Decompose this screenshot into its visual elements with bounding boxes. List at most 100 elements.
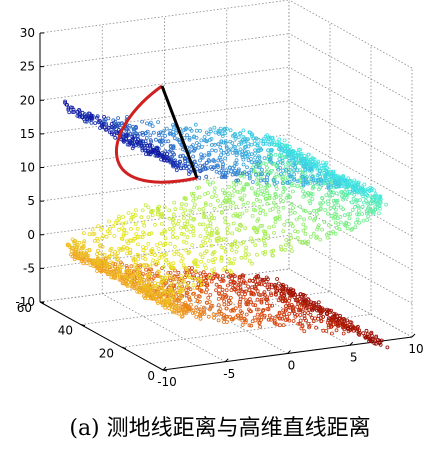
side-wall-grid-line <box>288 100 413 170</box>
data-point <box>232 168 237 173</box>
data-point <box>272 196 277 201</box>
data-point <box>159 286 164 291</box>
data-point <box>72 249 77 254</box>
data-point <box>310 186 315 191</box>
data-point <box>103 127 108 132</box>
data-point <box>246 141 250 146</box>
data-point <box>257 320 262 325</box>
data-point <box>191 154 196 159</box>
data-point <box>262 241 267 246</box>
z-tick-label: 0 <box>27 228 35 242</box>
data-point <box>291 206 295 210</box>
data-point <box>135 289 140 294</box>
data-point <box>212 272 217 277</box>
data-point <box>321 160 325 165</box>
data-point <box>227 195 232 200</box>
data-point <box>369 188 374 193</box>
data-point <box>275 314 280 318</box>
data-point <box>238 281 243 286</box>
data-point <box>177 284 182 289</box>
data-point <box>138 234 143 239</box>
data-point <box>182 157 187 161</box>
data-point <box>212 125 217 130</box>
data-point <box>322 178 326 183</box>
data-point <box>210 303 215 308</box>
data-point <box>142 252 147 257</box>
data-point <box>160 130 165 135</box>
data-point <box>198 169 203 174</box>
data-point <box>174 249 179 254</box>
data-point <box>256 172 261 177</box>
data-point <box>232 164 237 169</box>
data-point <box>313 305 318 310</box>
data-point <box>208 292 213 297</box>
data-point <box>295 304 300 309</box>
data-point <box>269 293 274 298</box>
data-point <box>320 195 325 200</box>
data-point <box>319 310 324 314</box>
data-point <box>312 157 317 162</box>
data-point <box>172 244 177 249</box>
data-point <box>319 319 324 324</box>
data-point <box>172 276 177 281</box>
data-point <box>245 154 250 159</box>
data-point <box>142 263 147 268</box>
data-point <box>237 142 241 147</box>
data-point <box>283 164 288 169</box>
data-point <box>118 278 123 283</box>
data-point <box>112 132 116 137</box>
data-point <box>187 172 191 176</box>
data-point <box>277 216 282 221</box>
data-point <box>155 259 160 264</box>
data-point <box>221 150 226 155</box>
data-point <box>254 307 259 312</box>
data-point <box>149 139 154 144</box>
data-point <box>355 212 360 217</box>
data-point <box>264 275 269 280</box>
data-point <box>246 144 251 149</box>
data-point <box>241 128 246 133</box>
data-point <box>77 108 81 112</box>
data-point <box>364 328 369 333</box>
data-point <box>238 196 243 201</box>
data-point <box>259 297 264 302</box>
data-point <box>188 229 193 234</box>
data-point <box>131 277 136 282</box>
data-point <box>115 124 119 129</box>
data-point <box>89 113 93 118</box>
data-point <box>321 307 326 312</box>
data-point <box>349 227 354 232</box>
data-point <box>253 208 258 213</box>
data-point <box>240 310 244 315</box>
data-point <box>252 286 257 291</box>
data-point <box>65 243 70 248</box>
data-point <box>139 143 144 148</box>
data-point <box>192 148 197 153</box>
data-point <box>161 138 165 143</box>
data-point <box>163 229 168 234</box>
data-point <box>230 317 235 322</box>
data-point <box>176 305 180 310</box>
data-point <box>108 272 113 277</box>
data-point <box>308 201 313 206</box>
data-point <box>100 244 105 249</box>
data-point <box>140 139 145 144</box>
data-point <box>283 297 288 302</box>
data-point <box>115 131 119 136</box>
data-point <box>99 227 103 232</box>
data-point <box>112 234 117 238</box>
data-point <box>168 262 173 267</box>
data-point <box>355 327 360 332</box>
data-point <box>144 280 149 285</box>
data-point <box>278 316 283 321</box>
data-point <box>270 285 274 290</box>
data-point <box>290 293 295 298</box>
data-point <box>336 203 341 208</box>
data-point <box>113 254 117 259</box>
data-point <box>234 289 239 294</box>
data-point <box>241 280 246 285</box>
data-point <box>180 306 185 311</box>
data-point <box>161 264 166 269</box>
data-point <box>184 240 189 245</box>
data-point <box>208 129 213 134</box>
